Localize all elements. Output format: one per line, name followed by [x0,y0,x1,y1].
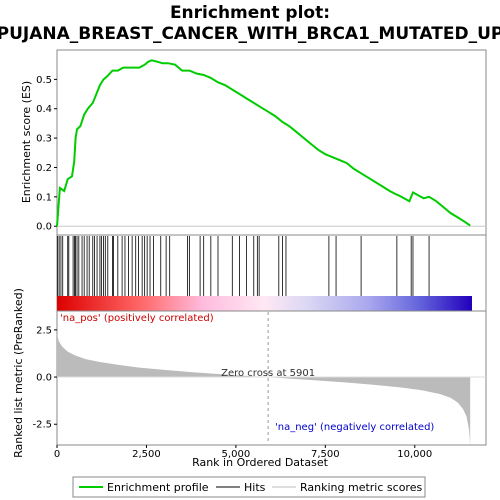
metric-ytick-label: -2.5 [32,420,52,431]
es-ytick-label: 0.1 [36,192,52,203]
xtick-label: 0 [54,449,60,460]
es-ytick-label: 0.5 [36,75,52,86]
x-axis-label: Rank in Ordered Dataset [192,456,329,469]
metric-ytick-label: 0.0 [36,373,52,384]
es-ytick-label: 0.2 [36,163,52,174]
legend-enrichment-label: Enrichment profile [107,481,209,494]
es-ytick-label: 0.0 [36,222,52,233]
pos-correlated-label: 'na_pos' (positively correlated) [60,313,214,324]
es-panel-frame [57,50,486,235]
xtick-label: 10,000 [397,449,432,460]
zero-cross-label: Zero cross at 5901 [221,368,315,379]
xtick-label: 2,500 [132,449,161,460]
es-axis-label: Enrichment score (ES) [20,81,33,203]
es-ytick-label: 0.4 [36,104,52,115]
legend-hits-label: Hits [244,481,266,494]
chart-title-line-2: PUJANA_BREAST_CANCER_WITH_BRCA1_MUTATED_… [0,24,500,44]
legend-metric-label: Ranking metric scores [300,481,422,494]
metric-axis-label: Ranked list metric (PreRanked) [12,288,25,458]
rank-color-bar [57,296,472,311]
chart-title-line-1: Enrichment plot: [170,3,330,23]
es-ytick-label: 0.3 [36,134,52,145]
metric-ytick-label: 2.5 [36,325,52,336]
neg-correlated-label: 'na_neg' (negatively correlated) [275,422,434,433]
